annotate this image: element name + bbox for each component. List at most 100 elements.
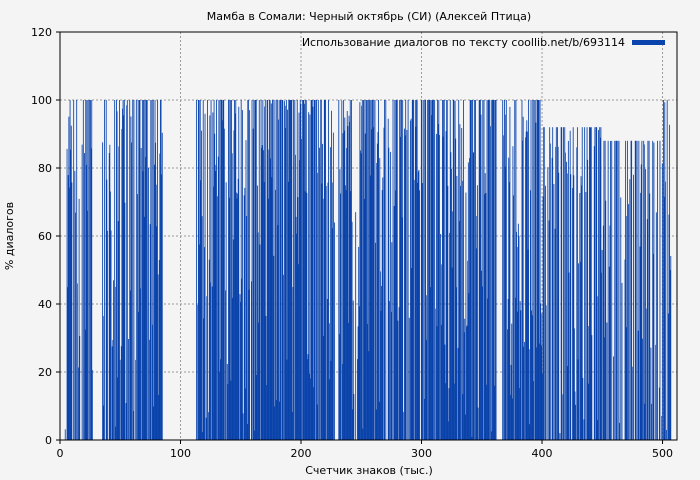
bar [537, 100, 539, 440]
bar [494, 385, 496, 440]
bar [440, 233, 442, 440]
bar [69, 187, 70, 440]
bar [146, 100, 148, 440]
bar [607, 140, 609, 441]
bar [475, 100, 476, 440]
bar [237, 178, 239, 440]
bar [320, 100, 322, 440]
bar [111, 346, 113, 440]
bar [131, 142, 132, 441]
bar [205, 417, 207, 440]
bar [590, 127, 592, 440]
bar [287, 181, 289, 441]
bar [508, 157, 510, 440]
bar [345, 190, 347, 440]
bar [327, 182, 329, 441]
bar [275, 189, 276, 440]
bar [666, 100, 668, 440]
bar [479, 100, 481, 440]
bar [150, 100, 152, 440]
bar [526, 120, 528, 440]
bar [103, 405, 105, 440]
bar [566, 366, 568, 440]
bar [423, 100, 425, 440]
bar [428, 100, 430, 440]
bar [154, 164, 155, 440]
bar [203, 318, 205, 440]
bar [401, 100, 402, 440]
bar [600, 127, 602, 440]
bar [199, 100, 201, 440]
bar [320, 100, 322, 440]
bar [257, 232, 259, 440]
bar [217, 196, 219, 440]
bar [454, 383, 455, 440]
bar [538, 100, 540, 440]
bar [325, 100, 326, 440]
bar [404, 135, 406, 440]
bar [598, 130, 599, 440]
bar [446, 100, 448, 440]
bar [589, 127, 590, 440]
bar [126, 100, 128, 440]
bar [626, 140, 628, 441]
bar [443, 100, 445, 440]
bar [135, 100, 137, 440]
bar [219, 371, 220, 440]
bar [140, 288, 141, 440]
bar [273, 255, 275, 440]
bar [465, 192, 467, 440]
bar [525, 131, 527, 440]
bar [527, 249, 529, 440]
bar [585, 191, 587, 440]
bar [492, 100, 493, 440]
bar [515, 100, 517, 440]
bar [410, 118, 412, 440]
bar [563, 127, 564, 440]
bar [640, 164, 642, 440]
bar [229, 100, 231, 440]
bar [284, 101, 285, 440]
bar [270, 103, 272, 440]
bar [133, 100, 135, 440]
bar [439, 134, 440, 440]
bar [286, 359, 288, 440]
bar [432, 100, 434, 440]
bar [149, 224, 151, 440]
bar [514, 297, 516, 440]
bar [455, 287, 457, 440]
bar [149, 339, 151, 440]
bar [410, 120, 411, 440]
bar [209, 115, 211, 440]
bar [147, 167, 149, 440]
bar [348, 115, 350, 440]
bar [542, 373, 543, 440]
bar [144, 156, 146, 440]
bar [548, 220, 550, 440]
bar [115, 426, 117, 440]
bar [152, 100, 154, 440]
bar [202, 100, 204, 440]
bar [76, 100, 78, 440]
x-tick-label: 0 [57, 447, 64, 460]
bar [464, 318, 466, 440]
bar [536, 100, 538, 440]
bar [270, 158, 272, 440]
bar [626, 327, 628, 440]
bar [448, 421, 449, 440]
bar [64, 429, 66, 440]
bar [215, 164, 217, 440]
bar [260, 100, 262, 440]
bar [361, 105, 363, 440]
bar [644, 403, 646, 440]
bar [157, 100, 158, 440]
bar [436, 326, 438, 440]
bar [528, 424, 530, 440]
bar [631, 140, 633, 441]
bar [517, 223, 519, 440]
bar [463, 332, 465, 440]
bar [428, 100, 429, 440]
bar [332, 182, 334, 440]
bar [445, 131, 447, 440]
bar [357, 359, 358, 440]
